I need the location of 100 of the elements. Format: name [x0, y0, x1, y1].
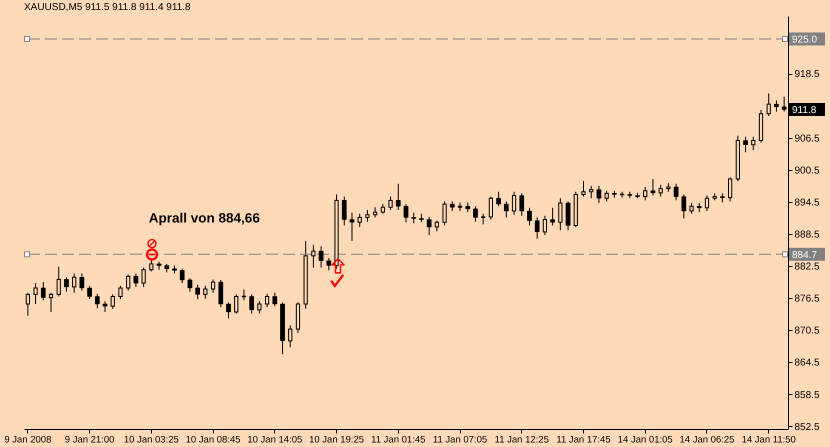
candlestick [550, 207, 555, 226]
candlestick [650, 178, 656, 196]
candlestick [141, 267, 146, 288]
candlestick [134, 273, 138, 288]
x-tick-label: 11 Jan 01:45 [371, 434, 426, 446]
candlestick [704, 195, 710, 212]
candlestick [527, 207, 532, 226]
candlestick [102, 300, 108, 312]
y-tick-label: 900.5 [794, 165, 820, 176]
x-tick-label: 14 Jan 01:05 [618, 434, 673, 446]
x-tick-label: 10 Jan 14:05 [247, 434, 302, 446]
candlestick [126, 274, 130, 292]
candlestick [87, 285, 92, 300]
x-tick-label: 11 Jan 17:45 [556, 434, 611, 446]
candlestick [689, 202, 694, 214]
candlestick [442, 200, 447, 226]
candlestick [226, 302, 231, 319]
candlestick [149, 260, 154, 272]
candlestick [473, 206, 478, 222]
candlestick [481, 213, 486, 225]
candlestick [380, 204, 385, 214]
ref-line-label: 925.0 [792, 34, 818, 46]
candlestick [210, 278, 216, 294]
candlestick [234, 294, 238, 314]
candlestick [566, 200, 570, 231]
candlestick [434, 220, 439, 232]
candlestick [589, 185, 594, 199]
x-tick-label: 9 Jan 2008 [4, 434, 52, 446]
candlestick [534, 216, 540, 240]
candlestick [195, 284, 200, 300]
candlestick [180, 268, 185, 284]
y-tick-label: 882.5 [794, 262, 820, 273]
candlestick [326, 258, 332, 271]
candlestick [604, 190, 609, 202]
candlestick [643, 186, 648, 201]
candlestick [33, 282, 38, 304]
y-tick-label: 858.5 [794, 390, 820, 401]
y-tick-label: 894.5 [794, 197, 820, 208]
candlestick [542, 215, 548, 236]
candlestick [288, 324, 292, 348]
x-tick-label: 9 Jan 21:00 [64, 434, 114, 446]
candlestick [242, 289, 246, 301]
candlestick [558, 198, 562, 231]
candlestick [94, 293, 100, 309]
candlestick [350, 212, 354, 242]
candlestick [674, 183, 678, 201]
x-tick-label: 10 Jan 03:25 [124, 434, 179, 446]
candlestick [188, 278, 192, 292]
candlestick [658, 184, 663, 198]
y-tick-label: 906.5 [794, 133, 820, 144]
candlestick [512, 191, 516, 216]
candlestick [56, 266, 61, 297]
candlestick [465, 202, 470, 213]
candlestick [249, 294, 254, 314]
candlestick [681, 194, 686, 219]
x-tick-label: 14 Jan 11:50 [742, 434, 796, 446]
candlestick [519, 192, 524, 216]
candlestick [365, 209, 370, 222]
y-tick-label: 918.5 [794, 69, 820, 80]
x-tick-label: 10 Jan 19:25 [309, 434, 364, 446]
candlestick [64, 276, 69, 292]
candlestick [388, 196, 393, 210]
candlestick [696, 202, 702, 213]
y-tick-label: 870.5 [794, 326, 820, 337]
candlestick [404, 204, 408, 223]
candlestick [373, 206, 378, 218]
candlestick [720, 192, 725, 203]
y-tick-label: 852.5 [794, 422, 820, 433]
x-tick-label: 10 Jan 08:45 [186, 434, 241, 446]
candlestick [774, 100, 779, 112]
candlestick [358, 213, 362, 228]
candlestick [596, 185, 602, 204]
candlestick [272, 292, 278, 307]
candlestick [728, 176, 732, 202]
candlestick [72, 273, 76, 294]
annotation: Aprall von 884,66 [148, 210, 260, 226]
candlestick [396, 183, 401, 210]
candlestick [751, 136, 756, 151]
candlestick [26, 292, 30, 316]
candlestick [488, 196, 494, 220]
x-tick-label: 11 Jan 07:05 [432, 434, 488, 446]
candlestick [218, 279, 224, 308]
y-tick-label: 888.5 [794, 229, 820, 240]
candlestick [311, 244, 316, 268]
candlestick [80, 273, 84, 292]
candlestick [110, 294, 115, 310]
candlestick [118, 285, 123, 300]
candlestick [40, 282, 46, 301]
candlestick [203, 285, 208, 300]
ref-line-label: 884.7 [792, 250, 818, 261]
x-tick-label: 11 Jan 12:25 [494, 434, 549, 446]
chart-title: XAUUSD,M5 911.5 911.8 911.4 911.8 [24, 2, 192, 13]
candlestick [411, 212, 416, 224]
candlestick [496, 191, 501, 207]
candlestick [743, 136, 748, 153]
y-tick-label: 876.5 [794, 294, 820, 305]
y-tick-label: 864.5 [794, 358, 820, 369]
candlestick [264, 293, 270, 308]
candlestick [766, 92, 771, 116]
candlestick [257, 300, 262, 314]
